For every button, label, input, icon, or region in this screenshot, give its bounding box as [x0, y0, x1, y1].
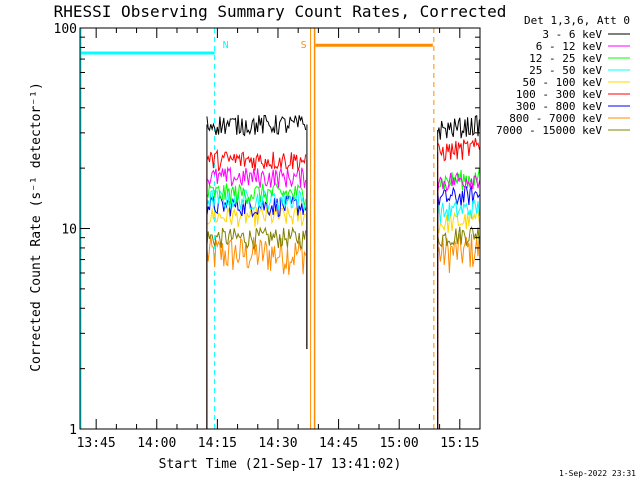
- legend-label: 7000 - 15000 keV: [496, 124, 602, 137]
- x-tick-label: 14:00: [137, 436, 176, 451]
- x-tick-label: 13:45: [77, 436, 116, 451]
- legend-label: 12 - 25 keV: [529, 52, 602, 65]
- series-line: [206, 205, 306, 228]
- x-axis-label: Start Time (21-Sep-17 13:41:02): [159, 457, 402, 472]
- legend-label: 25 - 50 keV: [529, 64, 602, 77]
- axes: 1 10 100 13:45 14:00 14:15 14:30 14:45 15:00 15:1…: [54, 22, 481, 451]
- series-0: [206, 114, 480, 429]
- legend-label: 6 - 12 keV: [536, 40, 603, 53]
- x-tick-label: 14:45: [319, 436, 358, 451]
- legend-entry: 100 - 300 keV: [516, 88, 630, 101]
- legend-label: 800 - 7000 keV: [509, 112, 602, 125]
- x-tick-label: 14:30: [258, 436, 297, 451]
- series-line: [206, 166, 307, 189]
- chart-title: RHESSI Observing Summary Count Rates, Co…: [54, 2, 507, 21]
- series-line: [206, 182, 306, 205]
- legend-entry: 25 - 50 keV: [529, 64, 630, 77]
- y-tick-label: 1: [69, 423, 77, 438]
- date-stamp: 1-Sep-2022 23:31: [559, 469, 636, 478]
- legend-label: 300 - 800 keV: [516, 100, 602, 113]
- x-tick-label: 15:15: [440, 436, 479, 451]
- y-tick-label: 100: [54, 22, 77, 37]
- legend-entry: 3 - 6 keV: [542, 28, 630, 41]
- series-1: [206, 166, 480, 429]
- legend-label: 100 - 300 keV: [516, 88, 602, 101]
- series-line: [437, 138, 480, 162]
- y-axis-label: Corrected Count Rate (s⁻¹ detector⁻¹): [29, 82, 44, 372]
- legend-label: 3 - 6 keV: [542, 28, 602, 41]
- legend-entry: 800 - 7000 keV: [509, 112, 630, 125]
- x-tick-label: 14:15: [198, 436, 237, 451]
- legend-entry: 50 - 100 keV: [523, 76, 630, 89]
- plot-frame: [79, 27, 481, 430]
- series-line: [437, 226, 480, 248]
- legend-entry: 12 - 25 keV: [529, 52, 630, 65]
- legend-entry: 6 - 12 keV: [536, 40, 630, 53]
- series-2: [206, 168, 480, 429]
- marker-group: N: [80, 28, 229, 429]
- x-tick-label: 15:00: [380, 436, 419, 451]
- series-line: [206, 114, 307, 137]
- marker-group: S: [301, 28, 435, 429]
- series-line: [206, 189, 307, 211]
- series-line: [437, 168, 480, 191]
- marker-label: N: [223, 40, 229, 51]
- series-line: [206, 148, 307, 172]
- y-tick-label: 10: [61, 223, 77, 238]
- legend-title: Det 1,3,6, Att 0: [524, 14, 630, 27]
- series-3: [206, 189, 480, 429]
- marker-label: S: [301, 40, 307, 51]
- series-line: [437, 171, 480, 193]
- series-line: [206, 226, 307, 251]
- series-line: [437, 233, 480, 274]
- legend-entry: 300 - 800 keV: [516, 100, 630, 113]
- series-line: [206, 236, 307, 275]
- series-7: [206, 233, 480, 429]
- legend-label: 50 - 100 keV: [523, 76, 603, 89]
- legend-entry: 7000 - 15000 keV: [496, 124, 630, 137]
- series-6: [206, 184, 480, 429]
- series-line: [206, 195, 307, 218]
